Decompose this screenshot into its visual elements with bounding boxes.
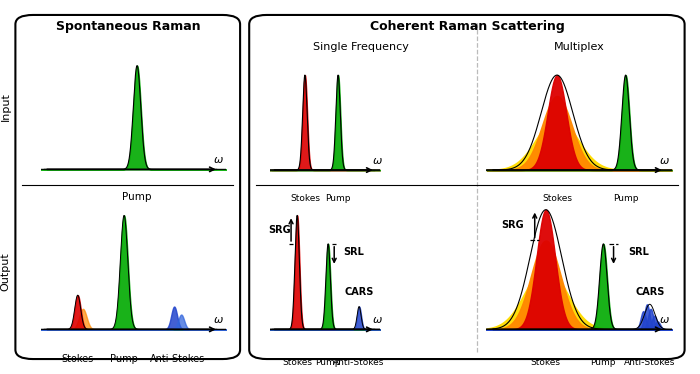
Text: $\omega$: $\omega$ (659, 156, 670, 166)
Text: Stokes: Stokes (531, 358, 561, 367)
Text: $\omega$: $\omega$ (372, 156, 383, 166)
Text: SRL: SRL (344, 247, 365, 257)
Text: Coherent Raman Scattering: Coherent Raman Scattering (370, 20, 564, 33)
FancyBboxPatch shape (249, 15, 685, 359)
Text: Single Frequency: Single Frequency (314, 42, 409, 52)
Text: Stokes: Stokes (282, 358, 312, 367)
Text: Anti-Stokes: Anti-Stokes (624, 358, 676, 367)
Text: Output: Output (1, 252, 10, 291)
Text: Stokes: Stokes (290, 194, 320, 203)
Text: Stokes: Stokes (542, 194, 572, 203)
Text: Spontaneous Raman: Spontaneous Raman (56, 20, 200, 33)
Text: Pump: Pump (316, 358, 341, 367)
Text: $\omega$: $\omega$ (213, 155, 224, 165)
Text: $\omega$: $\omega$ (372, 315, 383, 325)
Text: SRL: SRL (629, 247, 650, 257)
Text: CARS: CARS (635, 288, 664, 297)
Text: SRG: SRG (501, 220, 524, 230)
Text: Anti-Stokes: Anti-Stokes (333, 358, 385, 367)
Text: Pump: Pump (110, 355, 138, 364)
FancyBboxPatch shape (15, 15, 240, 359)
Text: Input: Input (1, 92, 10, 121)
Text: CARS: CARS (344, 288, 374, 297)
Text: Anti-Stokes: Anti-Stokes (150, 355, 205, 364)
Text: SRG: SRG (269, 225, 291, 234)
Text: Multiplex: Multiplex (554, 42, 605, 52)
Text: Pump: Pump (122, 192, 152, 202)
Text: Pump: Pump (591, 358, 616, 367)
Text: Stokes: Stokes (62, 355, 94, 364)
Text: $\omega$: $\omega$ (213, 315, 224, 325)
Text: $\omega$: $\omega$ (659, 315, 670, 325)
Text: Pump: Pump (326, 194, 351, 203)
Text: Pump: Pump (613, 194, 638, 203)
